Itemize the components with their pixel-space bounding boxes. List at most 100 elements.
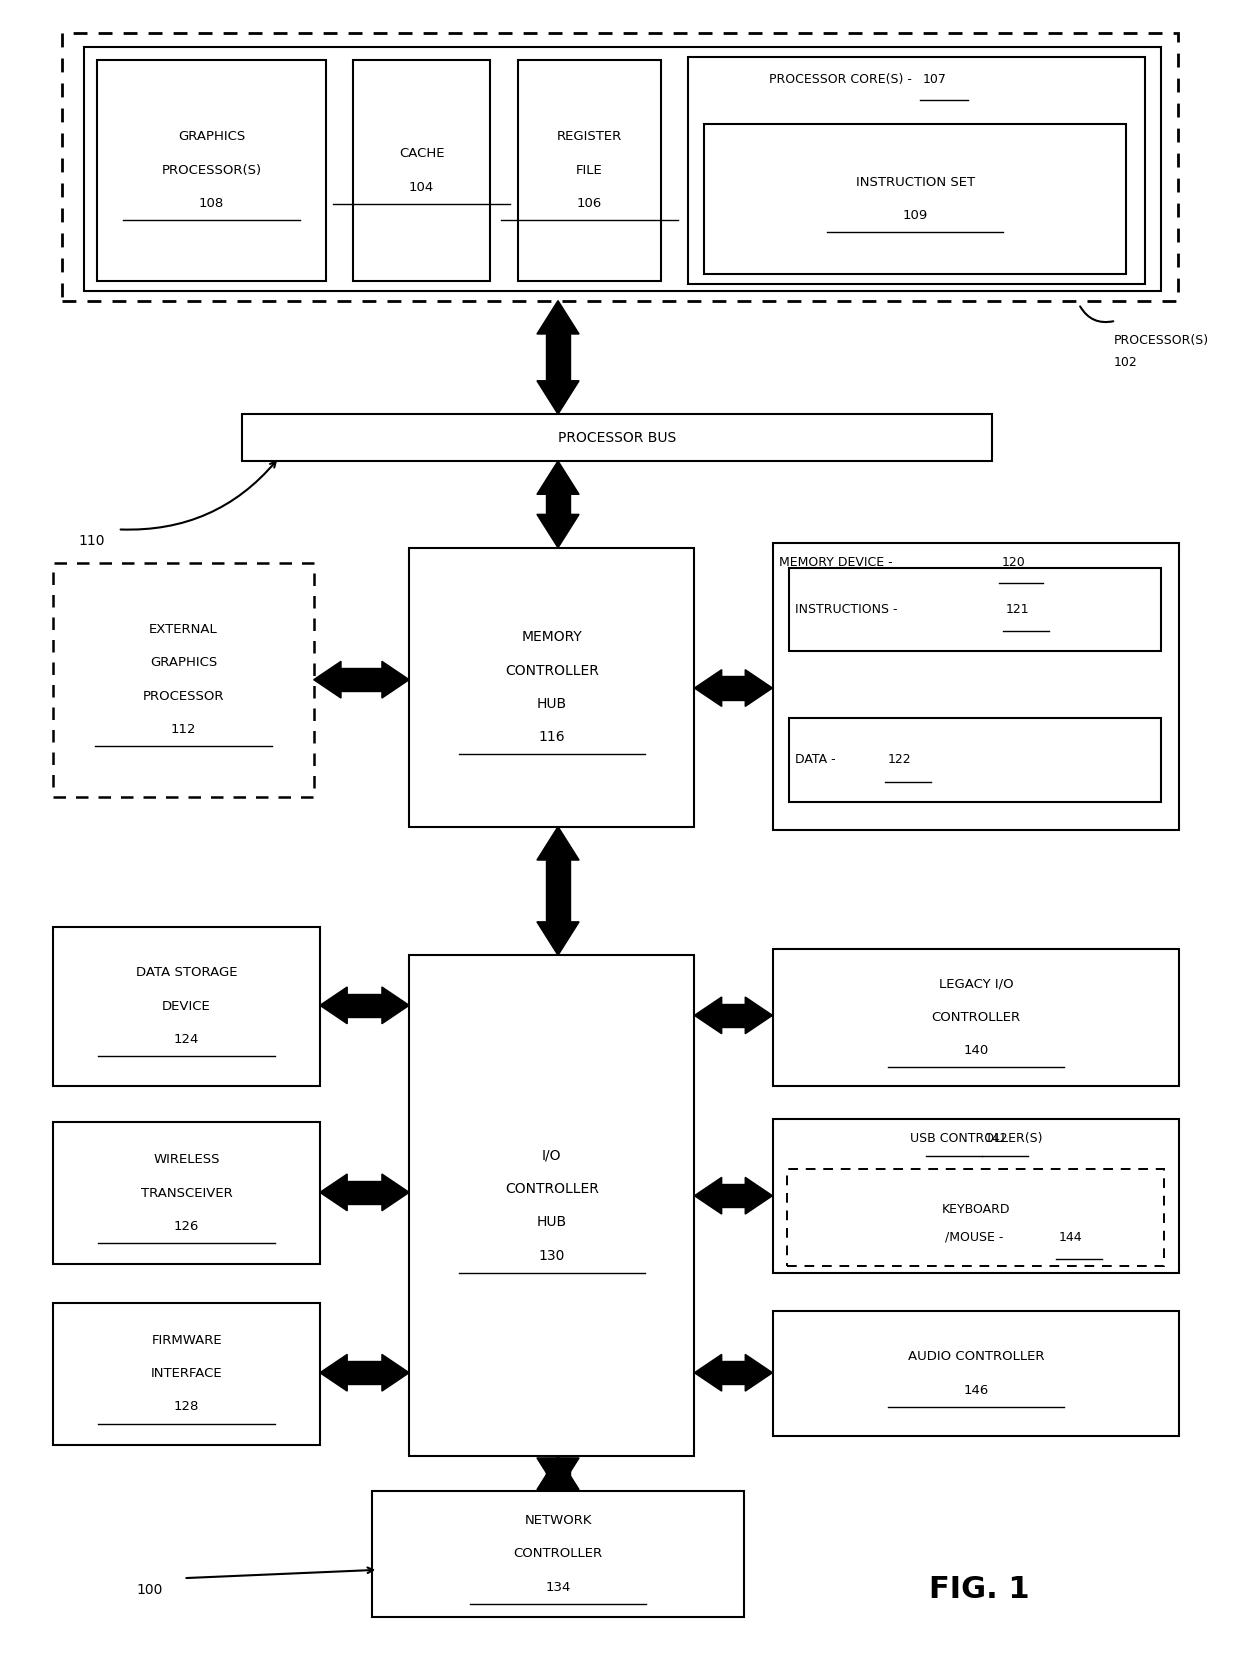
- Text: AUDIO CONTROLLER: AUDIO CONTROLLER: [908, 1351, 1044, 1363]
- Text: MEMORY DEVICE -: MEMORY DEVICE -: [779, 556, 897, 569]
- FancyBboxPatch shape: [242, 414, 992, 461]
- Polygon shape: [382, 1354, 409, 1391]
- Text: MEMORY: MEMORY: [522, 630, 582, 645]
- Polygon shape: [347, 1361, 382, 1384]
- Polygon shape: [546, 334, 570, 381]
- Text: PROCESSOR(S): PROCESSOR(S): [161, 164, 262, 177]
- FancyBboxPatch shape: [97, 60, 326, 281]
- Text: 116: 116: [538, 730, 565, 745]
- FancyBboxPatch shape: [688, 57, 1145, 284]
- Polygon shape: [745, 997, 773, 1034]
- Polygon shape: [722, 1184, 745, 1207]
- Text: WIRELESS: WIRELESS: [154, 1154, 219, 1166]
- Text: 140: 140: [963, 1044, 988, 1057]
- Polygon shape: [537, 1456, 579, 1490]
- FancyBboxPatch shape: [84, 47, 1161, 291]
- Text: GRAPHICS: GRAPHICS: [177, 130, 246, 144]
- Text: 122: 122: [888, 753, 911, 767]
- Text: CONTROLLER: CONTROLLER: [505, 663, 599, 678]
- Text: 130: 130: [538, 1249, 565, 1263]
- Polygon shape: [320, 987, 347, 1024]
- Polygon shape: [546, 860, 570, 922]
- Polygon shape: [382, 987, 409, 1024]
- FancyBboxPatch shape: [62, 33, 1178, 301]
- Polygon shape: [347, 994, 382, 1017]
- FancyBboxPatch shape: [789, 718, 1161, 802]
- Polygon shape: [546, 1458, 570, 1490]
- Polygon shape: [722, 1004, 745, 1027]
- Text: 144: 144: [1059, 1231, 1083, 1244]
- Text: 142: 142: [985, 1132, 1008, 1146]
- Text: PROCESSOR(S): PROCESSOR(S): [1114, 334, 1209, 347]
- FancyBboxPatch shape: [372, 1491, 744, 1617]
- Text: 126: 126: [174, 1221, 200, 1232]
- Polygon shape: [745, 670, 773, 706]
- Text: REGISTER: REGISTER: [557, 130, 622, 144]
- Text: 112: 112: [171, 723, 196, 736]
- Polygon shape: [320, 1354, 347, 1391]
- Text: FIRMWARE: FIRMWARE: [151, 1334, 222, 1346]
- FancyBboxPatch shape: [773, 1119, 1179, 1273]
- Text: PROCESSOR BUS: PROCESSOR BUS: [558, 431, 676, 444]
- FancyBboxPatch shape: [53, 927, 320, 1086]
- Text: INTERFACE: INTERFACE: [151, 1368, 222, 1379]
- Text: 120: 120: [1002, 556, 1025, 569]
- Text: 107: 107: [923, 73, 946, 87]
- Text: /MOUSE -: /MOUSE -: [945, 1231, 1007, 1244]
- Text: CONTROLLER: CONTROLLER: [513, 1548, 603, 1560]
- Text: 102: 102: [1114, 356, 1137, 369]
- Text: INSTRUCTIONS -: INSTRUCTIONS -: [795, 603, 901, 616]
- Text: CONTROLLER: CONTROLLER: [931, 1010, 1021, 1024]
- FancyBboxPatch shape: [787, 1169, 1164, 1266]
- Text: 134: 134: [546, 1581, 570, 1593]
- Text: 109: 109: [903, 209, 928, 222]
- Text: 124: 124: [174, 1034, 200, 1045]
- Polygon shape: [722, 1361, 745, 1384]
- FancyBboxPatch shape: [409, 548, 694, 827]
- Text: 104: 104: [409, 180, 434, 194]
- Text: GRAPHICS: GRAPHICS: [150, 656, 217, 670]
- FancyBboxPatch shape: [773, 543, 1179, 830]
- FancyBboxPatch shape: [53, 1303, 320, 1445]
- Polygon shape: [537, 381, 579, 414]
- Polygon shape: [320, 1174, 347, 1211]
- Text: DEVICE: DEVICE: [162, 1000, 211, 1012]
- Text: HUB: HUB: [537, 1216, 567, 1229]
- FancyBboxPatch shape: [704, 124, 1126, 274]
- Polygon shape: [537, 922, 579, 955]
- Text: EXTERNAL: EXTERNAL: [149, 623, 218, 636]
- Polygon shape: [314, 661, 341, 698]
- Text: 121: 121: [1006, 603, 1029, 616]
- Text: PROCESSOR: PROCESSOR: [143, 690, 224, 703]
- Text: FILE: FILE: [577, 164, 603, 177]
- Text: CACHE: CACHE: [399, 147, 444, 160]
- Text: CONTROLLER: CONTROLLER: [505, 1182, 599, 1196]
- FancyBboxPatch shape: [518, 60, 661, 281]
- FancyBboxPatch shape: [409, 955, 694, 1456]
- FancyBboxPatch shape: [53, 1122, 320, 1264]
- Polygon shape: [382, 1174, 409, 1211]
- Text: INSTRUCTION SET: INSTRUCTION SET: [856, 175, 975, 189]
- Polygon shape: [745, 1177, 773, 1214]
- Polygon shape: [694, 997, 722, 1034]
- Polygon shape: [694, 1354, 722, 1391]
- Text: DATA -: DATA -: [795, 753, 839, 767]
- Polygon shape: [745, 1354, 773, 1391]
- FancyBboxPatch shape: [53, 563, 314, 797]
- Polygon shape: [347, 1181, 382, 1204]
- Text: 108: 108: [198, 197, 224, 210]
- Text: 128: 128: [174, 1401, 200, 1413]
- FancyBboxPatch shape: [353, 60, 490, 281]
- Text: DATA STORAGE: DATA STORAGE: [136, 967, 237, 979]
- Polygon shape: [341, 668, 382, 691]
- Text: USB CONTROLLER(S): USB CONTROLLER(S): [910, 1132, 1042, 1146]
- Text: I/O: I/O: [542, 1149, 562, 1162]
- Polygon shape: [722, 676, 745, 700]
- Polygon shape: [537, 461, 579, 494]
- Text: 100: 100: [136, 1583, 162, 1597]
- Text: FIG. 1: FIG. 1: [929, 1575, 1030, 1605]
- FancyBboxPatch shape: [773, 1311, 1179, 1436]
- FancyBboxPatch shape: [773, 949, 1179, 1086]
- Polygon shape: [537, 514, 579, 548]
- Text: 146: 146: [963, 1384, 988, 1396]
